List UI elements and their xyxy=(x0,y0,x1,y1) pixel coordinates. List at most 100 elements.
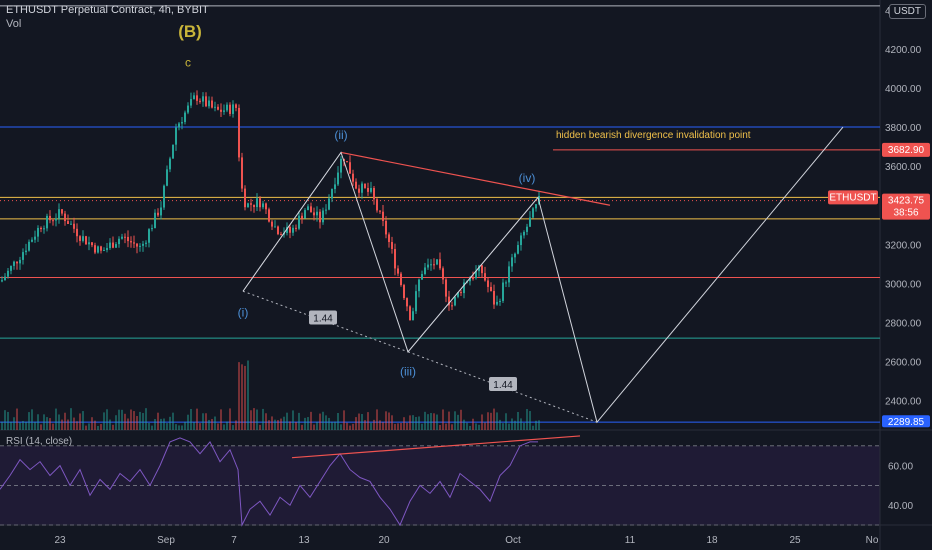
volume-bar xyxy=(235,420,237,430)
candle-body xyxy=(124,236,126,238)
volume-bar xyxy=(493,408,495,430)
volume-bar xyxy=(268,420,270,430)
volume-bar xyxy=(526,409,528,430)
volume-bar xyxy=(124,413,126,430)
volume-bar xyxy=(133,411,135,430)
candle-body xyxy=(130,241,132,243)
candle-body xyxy=(460,292,462,294)
candle-body xyxy=(313,212,315,216)
volume-bar xyxy=(310,411,312,430)
volume-bar xyxy=(313,424,315,430)
currency-button[interactable]: USDT xyxy=(888,4,926,19)
candle-body xyxy=(220,109,222,112)
volume-bar xyxy=(289,421,291,430)
volume-bar xyxy=(229,408,231,430)
fib-label: 1.44 xyxy=(493,380,513,391)
volume-bar xyxy=(187,414,189,430)
volume-bar xyxy=(499,419,501,430)
candle-body xyxy=(115,244,117,248)
candle-body xyxy=(82,236,84,241)
volume-bar xyxy=(451,424,453,430)
candle-body xyxy=(61,209,63,214)
volume-bar xyxy=(520,418,522,430)
volume-bar xyxy=(412,415,414,430)
volume-bar xyxy=(118,409,120,430)
volume-bar xyxy=(193,422,195,430)
price-tag xyxy=(882,142,930,157)
candle-body xyxy=(88,242,90,245)
price-tag-label: 2289.85 xyxy=(888,417,925,428)
volume-bar xyxy=(136,416,138,430)
volume-bar xyxy=(244,365,246,430)
candle-body xyxy=(307,206,309,211)
candle-body xyxy=(457,292,459,297)
volume-bar xyxy=(145,408,147,430)
candle-body xyxy=(280,234,282,236)
volume-bar xyxy=(358,413,360,430)
volume-bar xyxy=(10,421,12,430)
volume-bar xyxy=(307,417,309,430)
candle-body xyxy=(64,213,66,222)
candle-body xyxy=(109,242,111,249)
candle-body xyxy=(370,188,372,192)
price-tag xyxy=(882,415,930,428)
candle-body xyxy=(361,183,363,193)
x-tick-label: 7 xyxy=(231,535,237,546)
candle-body xyxy=(295,227,297,229)
candle-body xyxy=(148,229,150,243)
candle-body xyxy=(517,245,519,254)
candle-body xyxy=(217,106,219,110)
candle-body xyxy=(358,188,360,193)
x-tick-label: No xyxy=(866,535,879,546)
volume-bar xyxy=(397,423,399,430)
candle-body xyxy=(4,276,6,281)
candle-body xyxy=(259,198,261,208)
fib-label-box xyxy=(309,310,337,325)
candle-body xyxy=(268,209,270,222)
volume-bar xyxy=(376,409,378,430)
candle-body xyxy=(451,305,453,307)
volume-bar xyxy=(502,423,504,430)
volume-bar xyxy=(538,420,540,430)
y-tick-label: 3200.00 xyxy=(885,240,922,251)
rsi-band xyxy=(0,445,880,525)
candle-body xyxy=(145,242,147,244)
candle-body xyxy=(226,104,228,111)
candle-body xyxy=(67,221,69,224)
candle-body xyxy=(94,245,96,253)
elliott-wave-path xyxy=(242,126,844,424)
volume-bar xyxy=(367,412,369,430)
candle-body xyxy=(196,95,198,101)
volume-bar xyxy=(292,410,294,430)
volume-bar xyxy=(175,424,177,430)
volume-bar xyxy=(28,412,30,430)
volume-bar xyxy=(199,423,201,430)
candle-body xyxy=(310,206,312,213)
price-tag-label: 3423.75 xyxy=(888,196,925,207)
candle-body xyxy=(184,112,186,123)
volume-bar xyxy=(121,409,123,430)
candle-body xyxy=(211,100,213,108)
candle-body xyxy=(397,268,399,274)
volume-bar xyxy=(514,420,516,430)
candle-body xyxy=(304,210,306,219)
candle-body xyxy=(277,226,279,235)
volume-bar xyxy=(433,413,435,430)
candle-body xyxy=(286,226,288,233)
volume-bar xyxy=(190,408,192,430)
volume-bar xyxy=(529,411,531,430)
candle-body xyxy=(253,204,255,208)
volume-bar xyxy=(40,424,42,430)
volume-bar xyxy=(343,410,345,430)
candle-body xyxy=(406,298,408,307)
resistance-trendline xyxy=(340,151,611,206)
volume-bar xyxy=(316,421,318,430)
candle-body xyxy=(484,273,486,281)
candle-body xyxy=(19,259,21,264)
volume-bar xyxy=(256,409,258,430)
candle-body xyxy=(523,231,525,236)
candle-body xyxy=(385,220,387,235)
candle-body xyxy=(187,105,189,113)
candle-body xyxy=(28,241,30,251)
